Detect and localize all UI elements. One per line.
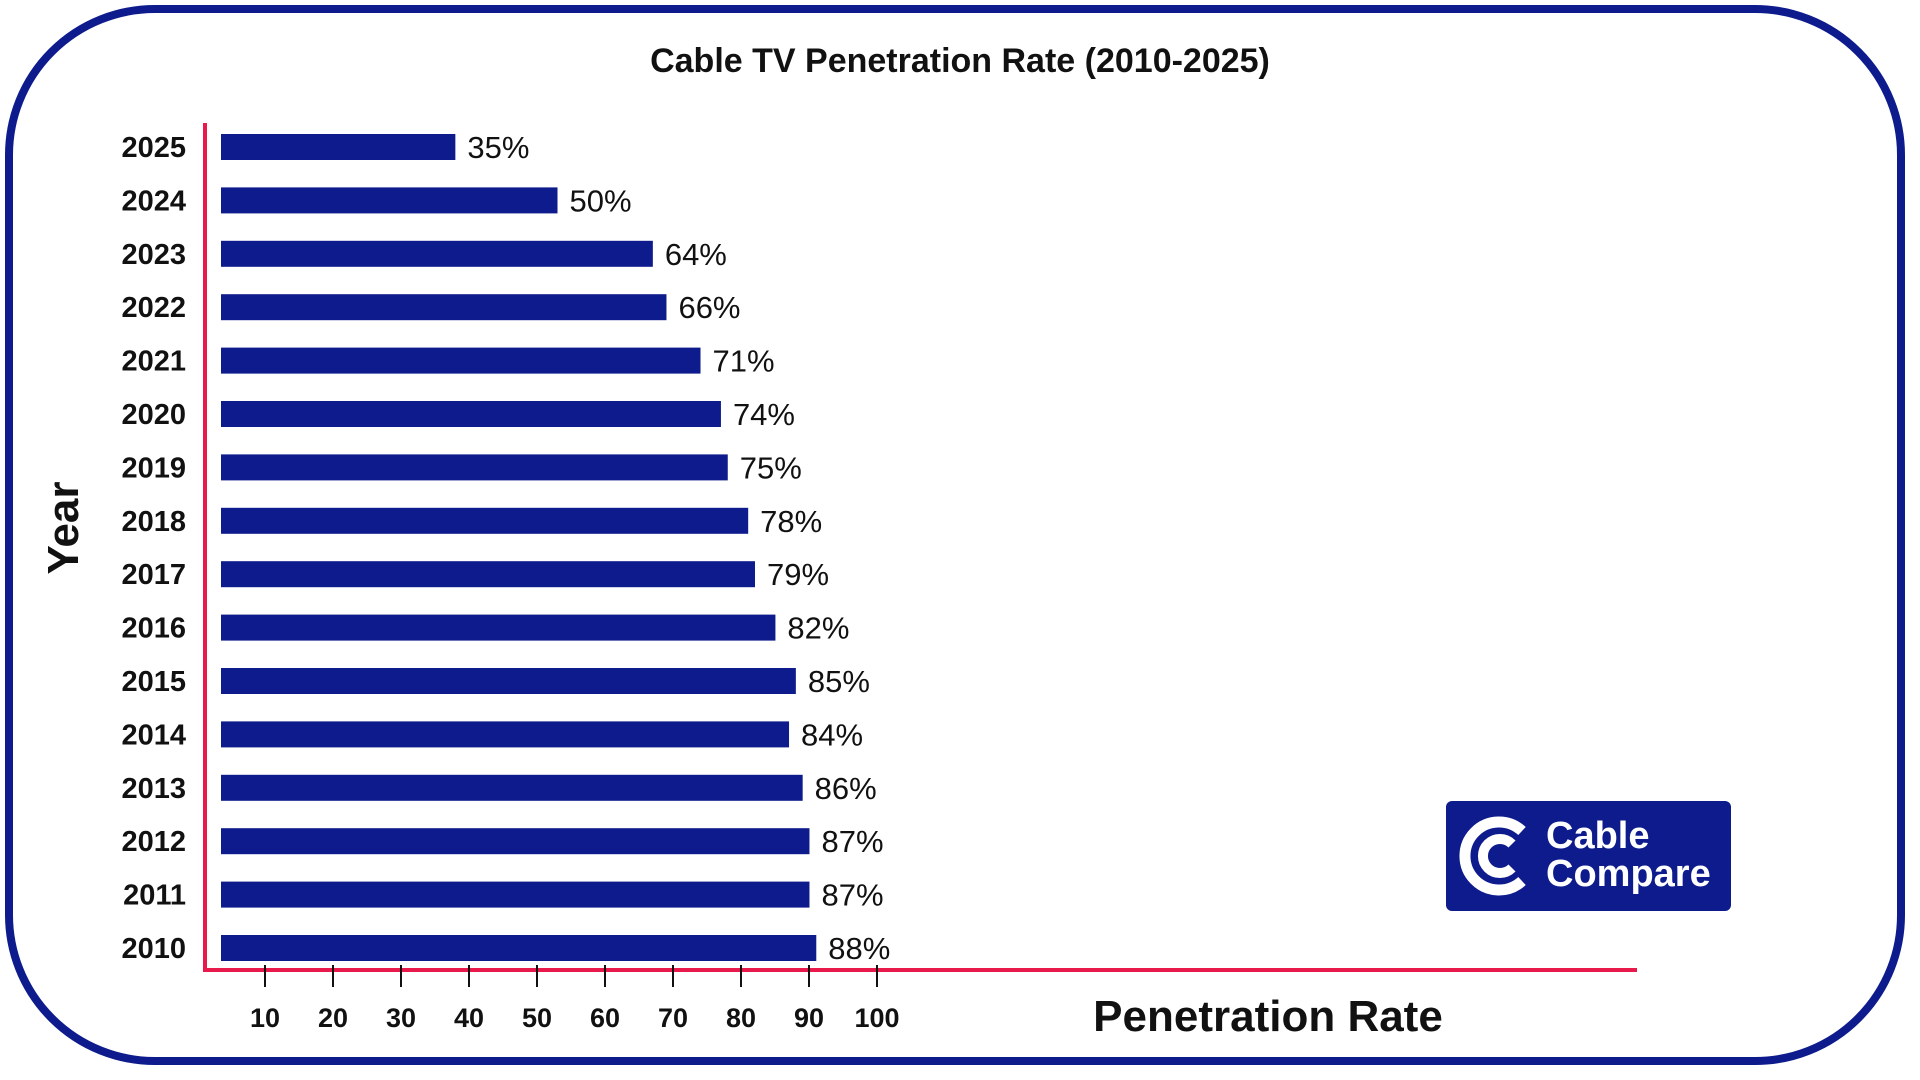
axes-layer: 10 20 30 40 50 60 70 80 90 100 [203,123,1637,1033]
y-tick-label: 2017 [121,559,186,591]
logo-text-line2: Compare [1546,853,1711,895]
y-tick-label: 2010 [121,933,186,965]
data-label: 78% [760,504,822,539]
x-tick-label: 40 [454,1003,484,1033]
data-label: 64% [665,237,727,272]
bar-2013 [221,774,803,801]
logo-text-line1: Cable [1546,815,1650,857]
bars-layer: 2025 35% 2024 50% 2023 64% 2022 66% 2021 71% 2020 7… [121,130,890,966]
cable-compare-c-icon [1459,816,1526,896]
bar-2024 [221,187,558,214]
bar-2012 [221,828,810,855]
bar-2015 [221,668,796,694]
bar-2016 [221,614,776,641]
y-tick-label: 2022 [121,292,186,324]
data-label: 87% [821,824,883,859]
x-tick-label: 100 [854,1003,899,1033]
bar-2020 [221,401,721,427]
x-axis-title: Penetration Rate [1093,992,1443,1041]
y-tick-label: 2011 [123,880,186,912]
bar-2017 [221,561,755,588]
data-label: 71% [713,344,775,379]
bar-2010 [221,935,817,961]
x-tick-label: 90 [794,1003,824,1033]
bar-2018 [221,507,749,534]
cable-compare-logo: Cable Compare [1446,801,1731,911]
y-tick-label: 2013 [121,773,186,805]
data-label: 35% [467,130,529,165]
logo-wordmark: Cable Compare [1546,817,1711,893]
data-label: 75% [740,450,802,485]
x-tick-label: 30 [386,1003,416,1033]
x-tick-label: 20 [318,1003,348,1033]
bar-2023 [221,240,653,267]
data-label: 88% [828,931,890,966]
y-tick-label: 2014 [121,719,186,751]
x-tick-label: 50 [522,1003,552,1033]
data-label: 85% [808,664,870,699]
bar-2021 [221,347,701,374]
data-label: 79% [767,557,829,592]
data-label: 82% [787,611,849,646]
data-label: 66% [678,290,740,325]
data-label: 74% [733,397,795,432]
data-label: 86% [815,771,877,806]
data-label: 84% [801,717,863,752]
x-tick-label: 60 [590,1003,620,1033]
chart-title: Cable TV Penetration Rate (2010-2025) [650,42,1270,80]
x-tick-label: 70 [658,1003,688,1033]
y-tick-label: 2024 [121,185,186,217]
y-tick-label: 2023 [121,239,186,271]
y-tick-label: 2018 [121,506,186,538]
y-tick-label: 2012 [121,826,186,858]
bar-2019 [221,454,728,481]
y-tick-label: 2021 [121,346,186,378]
y-tick-label: 2025 [121,132,186,164]
y-tick-label: 2016 [121,613,186,645]
x-tick-label: 80 [726,1003,756,1033]
x-tick-label: 10 [250,1003,280,1033]
bar-2011 [221,881,810,908]
y-tick-label: 2015 [121,666,186,698]
bar-2014 [221,721,790,748]
bar-2025 [221,134,456,160]
data-label: 87% [821,878,883,913]
y-tick-label: 2020 [121,399,186,431]
y-axis-title: Year [39,482,88,575]
bar-2022 [221,294,667,321]
data-label: 50% [570,183,632,218]
y-tick-label: 2019 [121,452,186,484]
